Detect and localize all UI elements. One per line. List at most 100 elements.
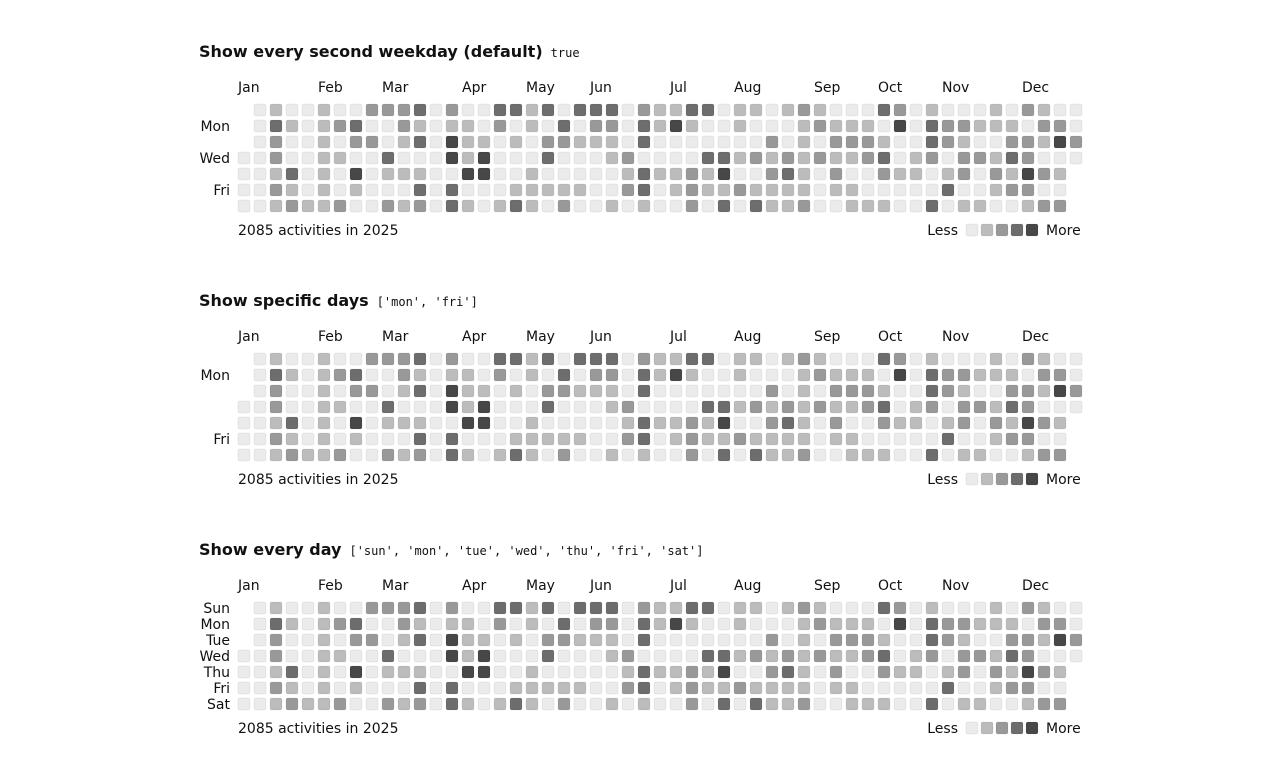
day-cell[interactable] bbox=[461, 681, 475, 695]
day-cell[interactable] bbox=[301, 119, 315, 133]
day-cell[interactable] bbox=[877, 649, 891, 663]
day-cell[interactable] bbox=[445, 681, 459, 695]
day-cell[interactable] bbox=[605, 416, 619, 430]
day-cell[interactable] bbox=[301, 103, 315, 117]
day-cell[interactable] bbox=[653, 119, 667, 133]
day-cell[interactable] bbox=[397, 151, 411, 165]
day-cell[interactable] bbox=[541, 681, 555, 695]
day-cell[interactable] bbox=[925, 199, 939, 213]
day-cell[interactable] bbox=[573, 400, 587, 414]
day-cell[interactable] bbox=[573, 368, 587, 382]
day-cell[interactable] bbox=[621, 665, 635, 679]
day-cell[interactable] bbox=[669, 368, 683, 382]
day-cell[interactable] bbox=[621, 167, 635, 181]
day-cell[interactable] bbox=[797, 167, 811, 181]
day-cell[interactable] bbox=[717, 183, 731, 197]
day-cell[interactable] bbox=[429, 103, 443, 117]
day-cell[interactable] bbox=[541, 400, 555, 414]
day-cell[interactable] bbox=[941, 633, 955, 647]
day-cell[interactable] bbox=[669, 151, 683, 165]
day-cell[interactable] bbox=[845, 384, 859, 398]
day-cell[interactable] bbox=[797, 183, 811, 197]
day-cell[interactable] bbox=[413, 199, 427, 213]
day-cell[interactable] bbox=[413, 633, 427, 647]
day-cell[interactable] bbox=[445, 400, 459, 414]
day-cell[interactable] bbox=[381, 167, 395, 181]
day-cell[interactable] bbox=[733, 151, 747, 165]
day-cell[interactable] bbox=[397, 697, 411, 711]
day-cell[interactable] bbox=[1053, 199, 1067, 213]
day-cell[interactable] bbox=[861, 199, 875, 213]
day-cell[interactable] bbox=[557, 368, 571, 382]
day-cell[interactable] bbox=[781, 119, 795, 133]
day-cell[interactable] bbox=[493, 167, 507, 181]
day-cell[interactable] bbox=[877, 416, 891, 430]
day-cell[interactable] bbox=[733, 103, 747, 117]
day-cell[interactable] bbox=[909, 384, 923, 398]
day-cell[interactable] bbox=[509, 416, 523, 430]
day-cell[interactable] bbox=[269, 119, 283, 133]
day-cell[interactable] bbox=[941, 432, 955, 446]
day-cell[interactable] bbox=[589, 633, 603, 647]
day-cell[interactable] bbox=[477, 368, 491, 382]
day-cell[interactable] bbox=[685, 432, 699, 446]
day-cell[interactable] bbox=[285, 681, 299, 695]
day-cell[interactable] bbox=[317, 617, 331, 631]
day-cell[interactable] bbox=[429, 151, 443, 165]
day-cell[interactable] bbox=[877, 368, 891, 382]
day-cell[interactable] bbox=[957, 167, 971, 181]
day-cell[interactable] bbox=[989, 633, 1003, 647]
day-cell[interactable] bbox=[1053, 352, 1067, 366]
day-cell[interactable] bbox=[477, 119, 491, 133]
day-cell[interactable] bbox=[1053, 681, 1067, 695]
day-cell[interactable] bbox=[765, 649, 779, 663]
day-cell[interactable] bbox=[861, 649, 875, 663]
day-cell[interactable] bbox=[813, 384, 827, 398]
day-cell[interactable] bbox=[909, 167, 923, 181]
day-cell[interactable] bbox=[765, 199, 779, 213]
day-cell[interactable] bbox=[589, 167, 603, 181]
day-cell[interactable] bbox=[1005, 448, 1019, 462]
day-cell[interactable] bbox=[253, 167, 267, 181]
day-cell[interactable] bbox=[941, 681, 955, 695]
day-cell[interactable] bbox=[509, 167, 523, 181]
day-cell[interactable] bbox=[621, 199, 635, 213]
day-cell[interactable] bbox=[285, 432, 299, 446]
day-cell[interactable] bbox=[301, 384, 315, 398]
day-cell[interactable] bbox=[509, 697, 523, 711]
day-cell[interactable] bbox=[685, 167, 699, 181]
day-cell[interactable] bbox=[925, 183, 939, 197]
day-cell[interactable] bbox=[333, 681, 347, 695]
day-cell[interactable] bbox=[365, 199, 379, 213]
day-cell[interactable] bbox=[717, 601, 731, 615]
day-cell[interactable] bbox=[653, 649, 667, 663]
day-cell[interactable] bbox=[301, 601, 315, 615]
day-cell[interactable] bbox=[429, 167, 443, 181]
day-cell[interactable] bbox=[1005, 183, 1019, 197]
day-cell[interactable] bbox=[877, 183, 891, 197]
day-cell[interactable] bbox=[429, 416, 443, 430]
day-cell[interactable] bbox=[445, 103, 459, 117]
day-cell[interactable] bbox=[717, 400, 731, 414]
day-cell[interactable] bbox=[237, 432, 251, 446]
day-cell[interactable] bbox=[237, 199, 251, 213]
day-cell[interactable] bbox=[909, 617, 923, 631]
day-cell[interactable] bbox=[317, 400, 331, 414]
day-cell[interactable] bbox=[701, 384, 715, 398]
day-cell[interactable] bbox=[1005, 617, 1019, 631]
day-cell[interactable] bbox=[797, 416, 811, 430]
day-cell[interactable] bbox=[1021, 432, 1035, 446]
day-cell[interactable] bbox=[941, 448, 955, 462]
day-cell[interactable] bbox=[413, 432, 427, 446]
day-cell[interactable] bbox=[429, 697, 443, 711]
day-cell[interactable] bbox=[237, 681, 251, 695]
day-cell[interactable] bbox=[685, 135, 699, 149]
day-cell[interactable] bbox=[893, 617, 907, 631]
day-cell[interactable] bbox=[925, 649, 939, 663]
day-cell[interactable] bbox=[829, 617, 843, 631]
day-cell[interactable] bbox=[1005, 633, 1019, 647]
day-cell[interactable] bbox=[1037, 400, 1051, 414]
day-cell[interactable] bbox=[541, 135, 555, 149]
day-cell[interactable] bbox=[493, 368, 507, 382]
day-cell[interactable] bbox=[701, 601, 715, 615]
